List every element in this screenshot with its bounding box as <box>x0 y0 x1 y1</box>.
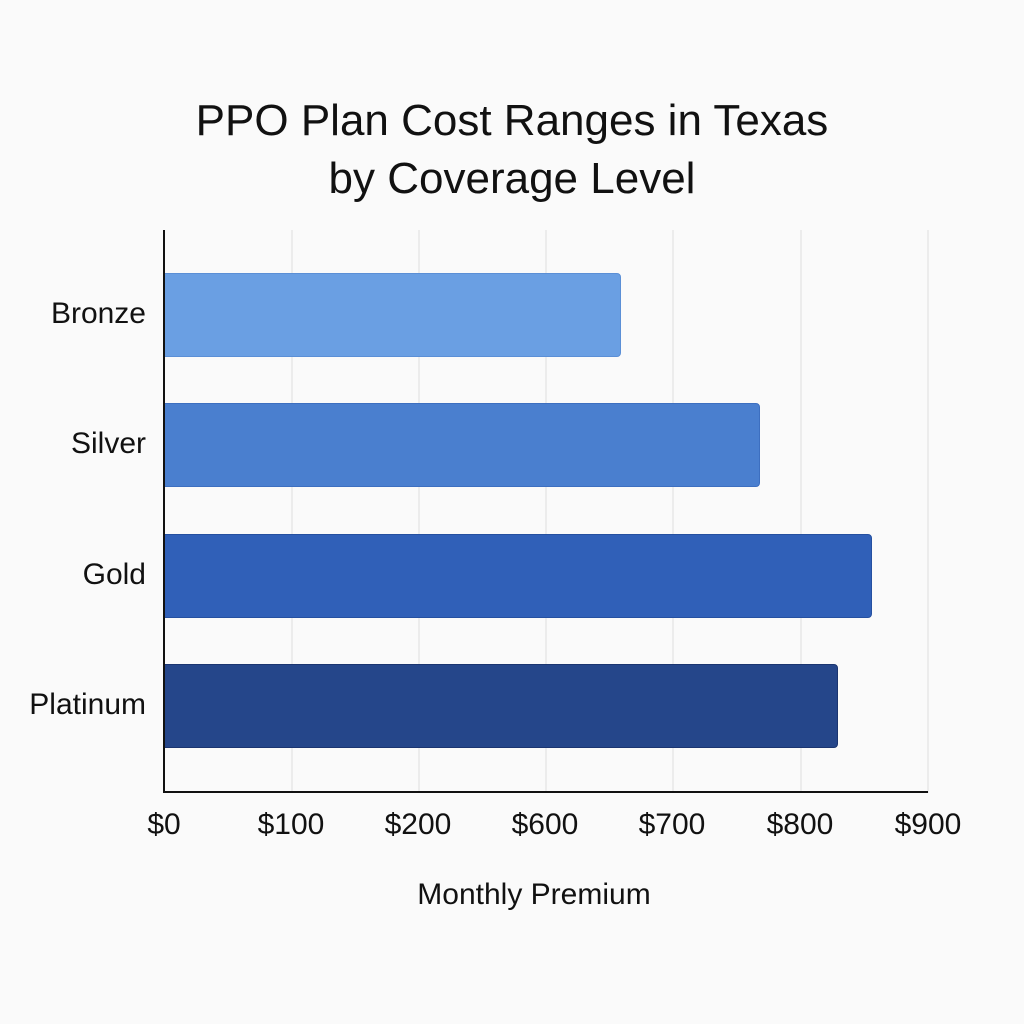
bar-gold <box>164 534 872 618</box>
x-tick-label: $0 <box>147 808 181 841</box>
category-label: Platinum <box>29 688 146 721</box>
category-label: Silver <box>70 427 146 460</box>
x-tick-label: $900 <box>894 808 962 841</box>
x-axis-line <box>163 791 928 793</box>
gridline <box>291 230 293 793</box>
bar-silver <box>164 403 760 487</box>
gridline <box>418 230 420 793</box>
x-tick-label: $700 <box>638 808 706 841</box>
gridline <box>672 230 674 793</box>
chart-title: PPO Plan Cost Ranges in Texas by Coverag… <box>0 92 1024 208</box>
plot-area <box>163 230 929 793</box>
x-tick-label: $200 <box>384 808 452 841</box>
category-label: Gold <box>82 558 146 591</box>
x-axis-title: Monthly Premium <box>417 878 651 911</box>
x-tick-label: $800 <box>766 808 834 841</box>
x-tick-label: $100 <box>257 808 325 841</box>
x-tick-label: $600 <box>511 808 579 841</box>
chart-title-line1: PPO Plan Cost Ranges in Texas <box>195 96 829 145</box>
gridline <box>800 230 802 793</box>
bar-bronze <box>164 273 621 357</box>
gridline <box>545 230 547 793</box>
category-label: Bronze <box>50 297 146 330</box>
gridline <box>927 230 929 793</box>
bar-platinum <box>164 664 838 748</box>
y-axis-line <box>163 230 165 793</box>
chart-title-line2: by Coverage Level <box>328 154 696 203</box>
